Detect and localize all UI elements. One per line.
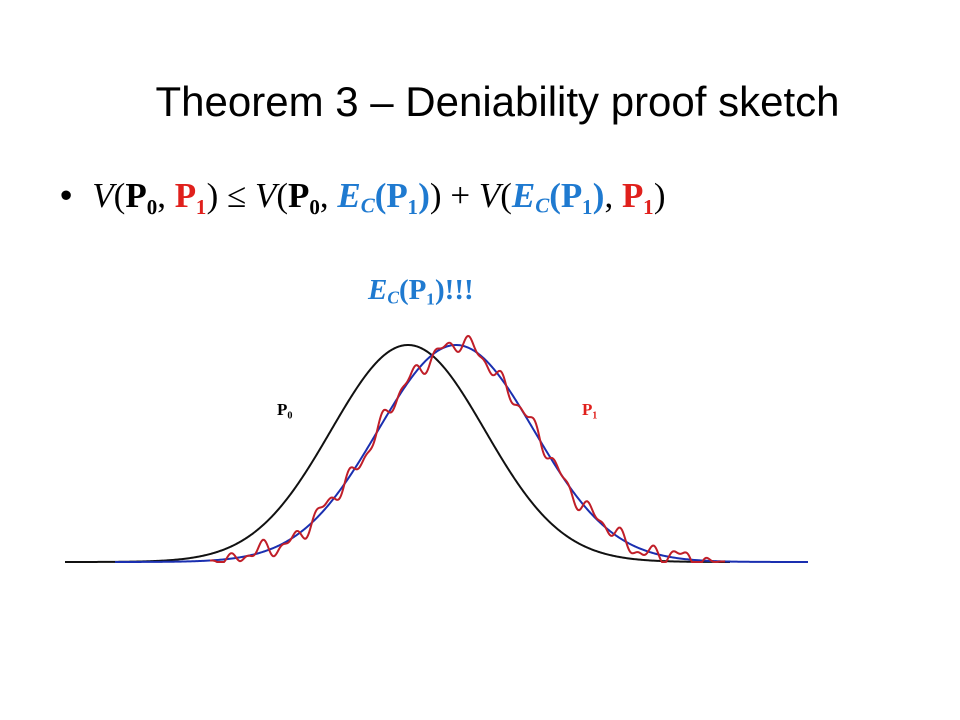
formula-part: C (360, 193, 375, 218)
formula-part: (P₁) (549, 176, 605, 215)
formula-part: , (319, 176, 338, 215)
slide-title: Theorem 3 – Deniability proof sketch (155, 78, 840, 125)
curve-label: P₁ (582, 400, 598, 419)
formula-part: P₀ (125, 176, 158, 215)
formula-part: P₁ (621, 176, 654, 215)
formula-part: ( (500, 176, 512, 215)
curve-p0 (65, 343, 731, 563)
highlight-part: (P₁)!!! (398, 274, 474, 306)
formula-part: V (254, 176, 277, 215)
formula-part: C (535, 193, 550, 218)
formula-part: E (511, 176, 536, 215)
formula-part: V (478, 176, 501, 215)
curve-p1 (209, 334, 726, 563)
curve-ec-p1 (115, 343, 808, 563)
formula-part: ) + (429, 176, 479, 215)
formula-part: ) ≤ (206, 176, 255, 215)
highlight-part: C (387, 287, 399, 308)
formula-part: (P₁) (374, 176, 430, 215)
curve-label: P₀ (277, 400, 293, 419)
formula-part: P₀ (287, 176, 320, 215)
bullet-formula: • V(P₀, P₁) ≤ V(P₀, EC(P₁)) + V(EC(P₁), P… (60, 176, 666, 218)
formula-part: ( (113, 176, 126, 215)
formula-part: E (337, 176, 361, 215)
formula-part: , (604, 176, 622, 215)
highlight-part: E (368, 274, 388, 306)
formula-part: P₁ (174, 176, 207, 215)
formula-part: , (157, 176, 175, 215)
formula-part: ) (653, 176, 666, 215)
highlight-label: EC(P₁)!!! (368, 274, 474, 308)
formula-part: ( (276, 176, 288, 215)
formula-part: V (92, 176, 114, 215)
